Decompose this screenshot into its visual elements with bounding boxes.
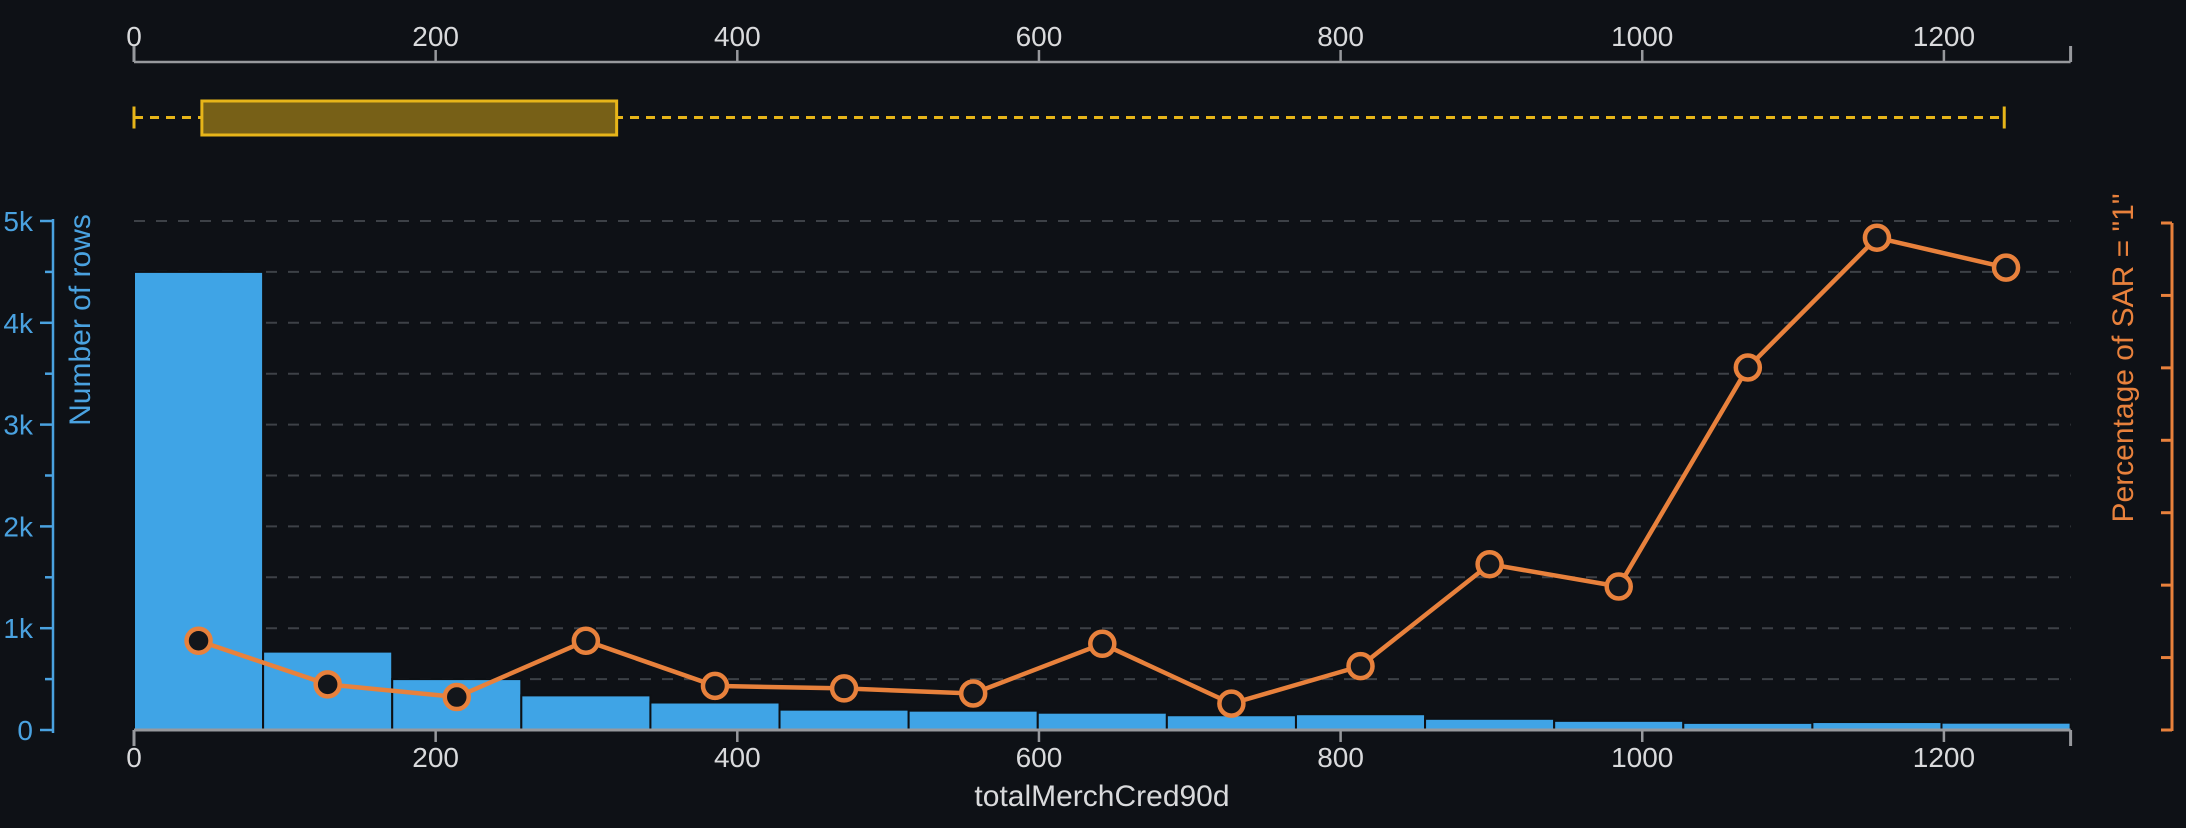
- sar-line-marker[interactable]: [1475, 549, 1504, 579]
- left-axis-title: Number of rows: [64, 214, 97, 426]
- context-axis-tick-label: 600: [1016, 21, 1063, 52]
- bottom-axis: 0 200 400 600 800 1000 1200: [126, 728, 2073, 773]
- context-axis-tick-label: 1000: [1611, 21, 1673, 52]
- left-axis-tick-label: 2k: [3, 511, 34, 542]
- sar-line-marker[interactable]: [1862, 223, 1892, 252]
- range-brush: [132, 99, 2006, 137]
- x-axis-tick-label: 800: [1317, 742, 1364, 773]
- histogram-bar[interactable]: [649, 701, 781, 731]
- x-axis-tick-label: 0: [126, 742, 142, 773]
- x-axis-tick-label: 1200: [1913, 742, 1975, 773]
- right-axis-title: Percentage of SAR = "1": [2107, 194, 2140, 523]
- context-axis-tick-label: 200: [412, 21, 459, 52]
- left-axis-tick-label: 4k: [3, 308, 34, 339]
- sar-line-marker[interactable]: [442, 682, 472, 712]
- brush-selection[interactable]: [200, 99, 619, 137]
- x-axis-tick-label: 200: [412, 742, 459, 773]
- right-axis: [2161, 221, 2174, 732]
- sar-line-marker[interactable]: [958, 679, 988, 708]
- sar-line-marker[interactable]: [700, 671, 730, 701]
- left-axis: 0 1k 2k 3k 4k 5k: [3, 206, 55, 746]
- sar-line-series: [184, 223, 2021, 718]
- sar-line-marker[interactable]: [571, 626, 601, 656]
- left-axis-tick-label: 3k: [3, 410, 34, 441]
- histogram-bar[interactable]: [778, 708, 910, 732]
- sar-line-marker[interactable]: [1217, 689, 1246, 718]
- histogram-bar[interactable]: [133, 270, 265, 731]
- sar-line-marker[interactable]: [313, 670, 342, 699]
- left-axis-tick-label: 5k: [3, 206, 34, 237]
- x-axis-tick-label: 1000: [1611, 742, 1673, 773]
- context-axis-tick-label: 800: [1317, 21, 1364, 52]
- histogram-bar[interactable]: [1036, 711, 1168, 731]
- gridlines-layer: [134, 220, 2071, 681]
- x-axis-title: totalMerchCred90d: [974, 780, 1229, 813]
- histogram-bar[interactable]: [907, 709, 1039, 732]
- histogram-bar[interactable]: [1424, 717, 1556, 732]
- histogram-bar[interactable]: [520, 694, 652, 731]
- sar-line-marker[interactable]: [1733, 353, 1763, 382]
- histogram-bars: [133, 270, 2072, 732]
- context-axis-tick-label: 0: [126, 21, 142, 52]
- left-axis-tick-label: 0: [17, 715, 33, 746]
- sar-line-marker[interactable]: [1088, 629, 1117, 659]
- sar-line-marker[interactable]: [184, 626, 213, 656]
- sar-line-marker[interactable]: [829, 674, 859, 703]
- x-axis-tick-label: 600: [1016, 742, 1063, 773]
- left-axis-tick-label: 1k: [3, 613, 34, 644]
- context-axis-tick-label: 1200: [1913, 21, 1975, 52]
- sar-line-marker[interactable]: [1991, 253, 2021, 282]
- sar-line-marker[interactable]: [1346, 651, 1375, 681]
- x-axis-tick-label: 400: [714, 742, 761, 773]
- sar-line-marker[interactable]: [1604, 572, 1633, 601]
- context-axis: 0 200 400 600 800 1000 1200: [126, 21, 2073, 64]
- histogram-bar[interactable]: [1294, 713, 1427, 732]
- context-axis-tick-label: 400: [714, 21, 761, 52]
